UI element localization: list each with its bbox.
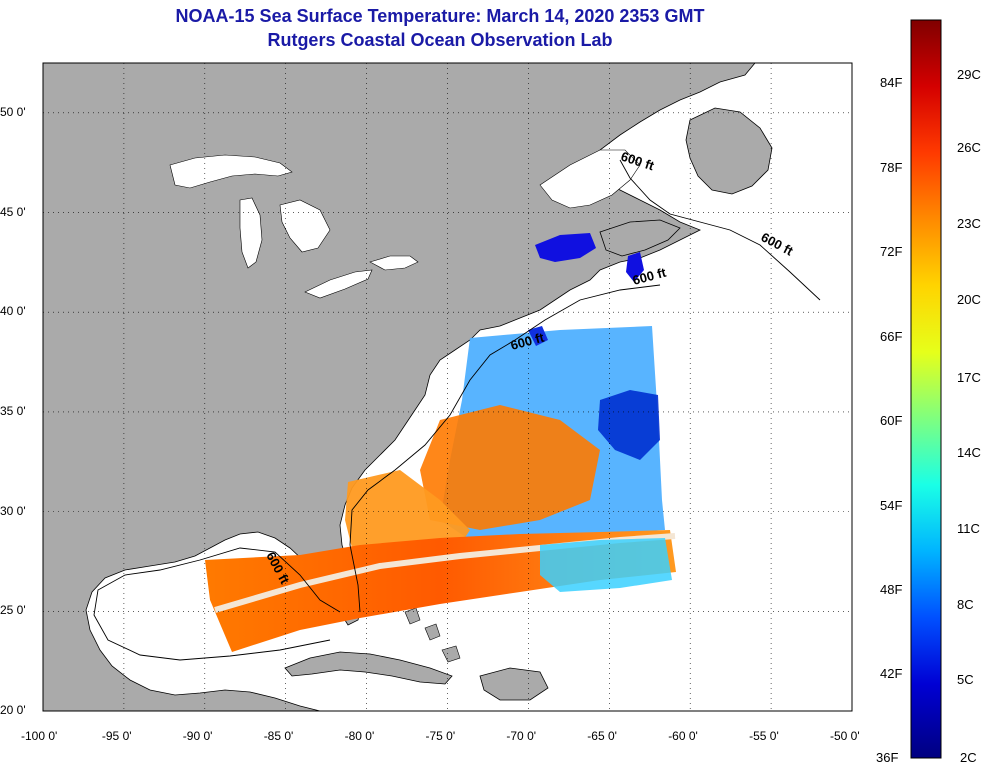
colorbar-c-label: 20C: [957, 292, 981, 307]
longitude-tick-label: -80 0': [344, 729, 375, 743]
longitude-tick-label: -55 0': [749, 729, 779, 743]
colorbar-c-label: 11C: [957, 521, 980, 536]
longitude-tick-label: -50 0': [830, 729, 860, 743]
colorbar-f-label: 84F: [880, 75, 903, 90]
colorbar-f-label: 48F: [880, 582, 903, 597]
colorbar-f-label: 66F: [880, 329, 903, 344]
longitude-tick-label: -65 0': [587, 729, 617, 743]
lake-michigan: [239, 197, 263, 269]
latitude-tick-label: 40 0': [0, 304, 26, 319]
colorbar-c-label: 26C: [957, 140, 981, 155]
sst-midatlantic-patch: [528, 326, 548, 346]
latitude-tick-label: 20 0': [0, 703, 26, 717]
colorbar-f-label: 42F: [880, 666, 903, 681]
sst-swath-atlantic-warm: [420, 405, 600, 530]
colorbar: [910, 19, 942, 759]
longitude-tick-label: -85 0': [263, 729, 294, 743]
longitude-tick-label: -95 0': [101, 729, 132, 743]
colorbar-f-label: 54F: [880, 498, 903, 513]
map-subtitle: Rutgers Coastal Ocean Observation Lab: [267, 30, 613, 50]
sst-scotian-patch: [626, 252, 644, 282]
colorbar-c-label: 23C: [957, 216, 981, 231]
sst-gulf-of-maine: [535, 233, 596, 262]
land-cuba: [284, 651, 453, 685]
graticule: [43, 63, 852, 711]
sst-swath-gulfstream: [345, 470, 470, 560]
lake-superior: [169, 154, 293, 189]
colorbar-f-label: 36F: [876, 750, 899, 765]
longitude-tick-label: -70 0': [506, 729, 537, 743]
longitude-tick-label: -60 0': [668, 729, 698, 743]
land-nova-scotia: [599, 219, 681, 257]
colorbar-c-label: 17C: [957, 370, 981, 385]
map-title: NOAA-15 Sea Surface Temperature: March 1…: [175, 6, 705, 26]
colorbar-c-label: 8C: [957, 597, 974, 612]
land-hispaniola: [479, 667, 549, 701]
longitude-tick-label: -100 0': [21, 729, 58, 743]
latitude-tick-label: 35 0': [0, 403, 26, 418]
sst-swath-east-cells: [540, 538, 672, 592]
lake-huron: [279, 199, 331, 253]
colorbar-f-label: 72F: [880, 244, 903, 259]
st-lawrence-gulf: [539, 149, 641, 209]
colorbar-c-label: 5C: [957, 672, 974, 687]
lake-erie: [304, 269, 373, 299]
latitude-tick-label: 30 0': [0, 503, 26, 518]
longitude-tick-label: -75 0': [425, 729, 456, 743]
colorbar-f-label: 60F: [880, 413, 903, 428]
colorbar-c-label: 14C: [957, 445, 981, 460]
colorbar-f-label: 78F: [880, 160, 903, 175]
colorbar-c-label: 29C: [957, 67, 981, 82]
isobath-600ft-atlantic: [349, 159, 821, 613]
latitude-tick-label: 50 0': [0, 104, 26, 119]
colorbar-c-label: 2C: [960, 750, 977, 765]
sst-swath-cold-patch: [598, 390, 660, 460]
lake-ontario: [369, 255, 419, 271]
latitude-tick-label: 45 0': [0, 204, 26, 219]
latitude-tick-label: 25 0': [0, 603, 26, 618]
longitude-tick-label: -90 0': [182, 729, 213, 743]
